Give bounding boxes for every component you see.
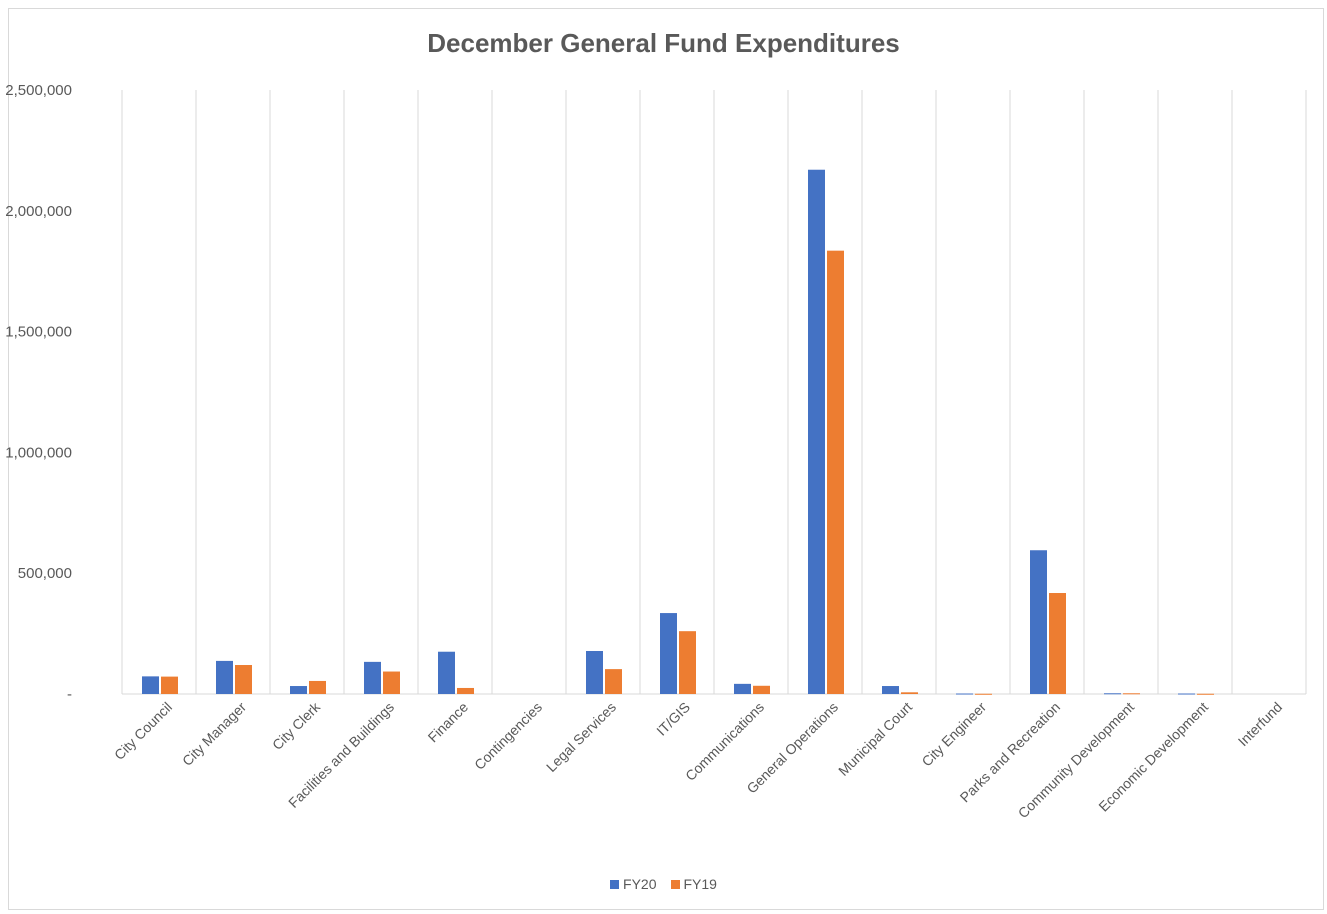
- bar-fy20: [290, 686, 307, 694]
- x-tick-label: City Manager: [179, 699, 249, 769]
- x-tick-label: Communications: [682, 699, 767, 784]
- y-tick-label: 1,000,000: [5, 444, 72, 461]
- chart-title: December General Fund Expenditures: [427, 28, 900, 58]
- bar-fy20: [660, 613, 677, 694]
- bar-fy20: [1104, 693, 1121, 695]
- bar-fy19: [975, 693, 992, 695]
- x-tick-label: City Council: [111, 699, 175, 763]
- bar-fy19: [901, 692, 918, 694]
- bar-fy20: [438, 651, 455, 694]
- bar-fy19: [1197, 693, 1214, 695]
- bar-fy20: [142, 676, 159, 694]
- bar-fy20: [734, 683, 751, 694]
- legend-item: FY19: [670, 876, 717, 892]
- x-tick-label: Municipal Court: [835, 699, 915, 779]
- bar-fy19: [827, 250, 844, 694]
- x-tick-label: City Clerk: [269, 698, 324, 753]
- legend-label: FY19: [683, 876, 717, 892]
- chart-frame: [8, 8, 1324, 910]
- bar-fy19: [383, 671, 400, 694]
- bar-fy20: [882, 686, 899, 694]
- bar-fy20: [216, 660, 233, 694]
- x-tick-label: Legal Services: [543, 699, 619, 775]
- bar-fy19: [605, 669, 622, 694]
- x-tick-label: Finance: [425, 699, 472, 746]
- legend-swatch: [610, 879, 620, 889]
- bar-fy19: [753, 685, 770, 694]
- bar-fy19: [1049, 593, 1066, 694]
- y-tick-label: 2,500,000: [5, 82, 72, 99]
- bar-fy19: [309, 680, 326, 694]
- bar-fy20: [1030, 550, 1047, 694]
- bar-fy19: [161, 676, 178, 694]
- bar-fy20: [956, 693, 973, 695]
- x-tick-label: IT/GIS: [653, 699, 693, 739]
- bar-fy20: [1178, 693, 1195, 695]
- x-tick-label: Interfund: [1235, 699, 1285, 749]
- bar-fy19: [1123, 693, 1140, 695]
- bar-fy20: [808, 169, 825, 694]
- y-tick-label: 1,500,000: [5, 324, 72, 341]
- y-tick-label: 2,000,000: [5, 203, 72, 220]
- chart-legend: FY20 FY19: [0, 876, 1327, 892]
- bar-fy19: [457, 687, 474, 694]
- y-tick-label: -: [67, 686, 72, 703]
- x-tick-label: City Engineer: [918, 699, 989, 770]
- bar-fy20: [586, 650, 603, 694]
- bar-fy19: [679, 631, 696, 694]
- legend-swatch: [670, 879, 680, 889]
- x-tick-label: Contingencies: [471, 699, 545, 773]
- bar-fy20: [364, 661, 381, 694]
- y-tick-label: 500,000: [18, 565, 72, 582]
- legend-label: FY20: [623, 876, 657, 892]
- legend-item: FY20: [610, 876, 657, 892]
- bar-fy19: [235, 665, 252, 694]
